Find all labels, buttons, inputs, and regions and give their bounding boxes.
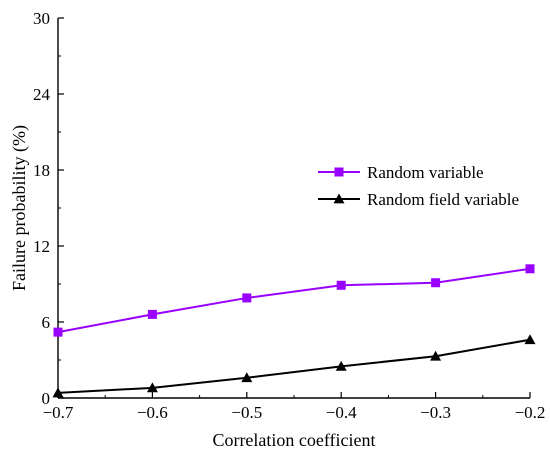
x-tick-label: −0.6: [137, 403, 168, 422]
legend-label: Random field variable: [367, 190, 519, 209]
series-line: [57, 338, 531, 394]
series-1: [53, 264, 535, 337]
data-point: [52, 387, 64, 398]
series-line: [57, 267, 531, 334]
series-layer: [52, 264, 536, 398]
data-point: [242, 293, 252, 303]
data-point: [147, 309, 157, 319]
data-point: [53, 327, 63, 337]
x-axis-label: Correlation coefficient: [212, 430, 375, 450]
data-point: [241, 372, 253, 383]
y-tick-label: 18: [33, 161, 50, 180]
data-point: [335, 360, 347, 371]
legend-marker: [334, 167, 344, 177]
data-point: [431, 278, 441, 288]
data-point: [524, 334, 536, 345]
data-point: [430, 350, 442, 361]
x-tick-label: −0.4: [326, 403, 357, 422]
y-tick-label: 6: [42, 313, 51, 332]
x-tick-label: −0.7: [43, 403, 74, 422]
y-axis-label: Failure probability (%): [9, 125, 30, 291]
x-axis-ticks: −0.7 −0.6 −0.5 −0.4 −0.3 −0.2: [43, 392, 546, 422]
series-2: [52, 334, 536, 398]
y-tick-label: 12: [33, 237, 50, 256]
x-tick-label: −0.2: [515, 403, 546, 422]
y-axis-ticks: 0 6 12 18 24 30: [33, 9, 64, 408]
y-tick-label: 24: [33, 85, 51, 104]
legend: Random variable Random field variable: [318, 163, 519, 209]
data-point: [336, 280, 346, 290]
data-point: [525, 264, 535, 274]
y-tick-label: 30: [33, 9, 50, 28]
legend-label: Random variable: [367, 163, 484, 182]
data-point: [146, 382, 158, 393]
legend-marker: [333, 193, 345, 204]
legend-item: Random variable: [318, 163, 484, 182]
x-tick-label: −0.3: [420, 403, 451, 422]
plot-area: −0.7 −0.6 −0.5 −0.4 −0.3 −0.2 0 6 12 18 24 30: [33, 9, 545, 422]
legend-item: Random field variable: [318, 190, 519, 209]
y-tick-label: 0: [42, 389, 51, 408]
x-tick-label: −0.5: [231, 403, 262, 422]
